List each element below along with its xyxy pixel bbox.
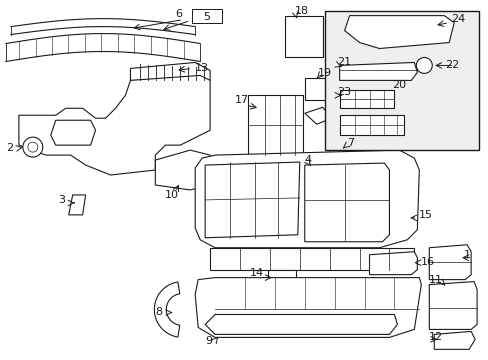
Text: 16: 16 [421,257,434,267]
Text: 14: 14 [249,267,264,278]
Bar [304,78,326,100]
Bar [247,95,302,155]
Bar [270,296,292,302]
Text: 17: 17 [235,95,249,105]
Circle shape [415,58,431,73]
Text: 7: 7 [346,138,353,148]
Text: 18: 18 [294,6,308,15]
Bar [270,280,292,285]
Text: 19: 19 [317,68,331,78]
Text: 23: 23 [336,87,350,97]
Text: 1: 1 [463,250,470,260]
Polygon shape [68,195,85,215]
Polygon shape [339,62,416,80]
Text: 8: 8 [155,307,162,318]
Text: 2: 2 [6,143,13,153]
Bar [270,288,292,293]
Polygon shape [344,15,453,49]
Polygon shape [304,107,331,124]
Polygon shape [195,278,421,337]
Polygon shape [369,252,416,275]
Polygon shape [51,120,95,145]
Text: 6: 6 [175,9,182,19]
Text: 13: 13 [195,63,209,73]
Polygon shape [329,140,354,162]
Circle shape [23,137,42,157]
Bar [324,11,478,150]
Polygon shape [428,245,470,280]
Text: 11: 11 [428,275,443,285]
Text: 4: 4 [304,155,311,165]
Polygon shape [210,248,413,270]
Bar [339,115,404,135]
Bar [267,270,295,307]
Text: 15: 15 [419,210,432,220]
Text: 5: 5 [203,12,210,22]
Text: 22: 22 [444,60,458,71]
Polygon shape [155,150,215,190]
Polygon shape [299,163,329,180]
Polygon shape [433,332,474,349]
Bar [339,90,394,108]
Polygon shape [205,315,397,334]
Text: 3: 3 [58,195,64,205]
Polygon shape [195,150,419,248]
Text: 24: 24 [450,14,465,24]
Text: 21: 21 [336,58,350,67]
Polygon shape [130,62,210,80]
Polygon shape [154,282,180,337]
Text: 10: 10 [165,190,179,200]
Text: 12: 12 [428,332,443,342]
Polygon shape [304,163,388,242]
Circle shape [28,142,38,152]
Polygon shape [205,162,299,238]
Text: 9: 9 [205,336,212,346]
Polygon shape [428,282,476,329]
Bar [192,9,222,23]
Text: 20: 20 [391,80,406,90]
Bar [285,15,322,58]
Polygon shape [19,75,210,175]
